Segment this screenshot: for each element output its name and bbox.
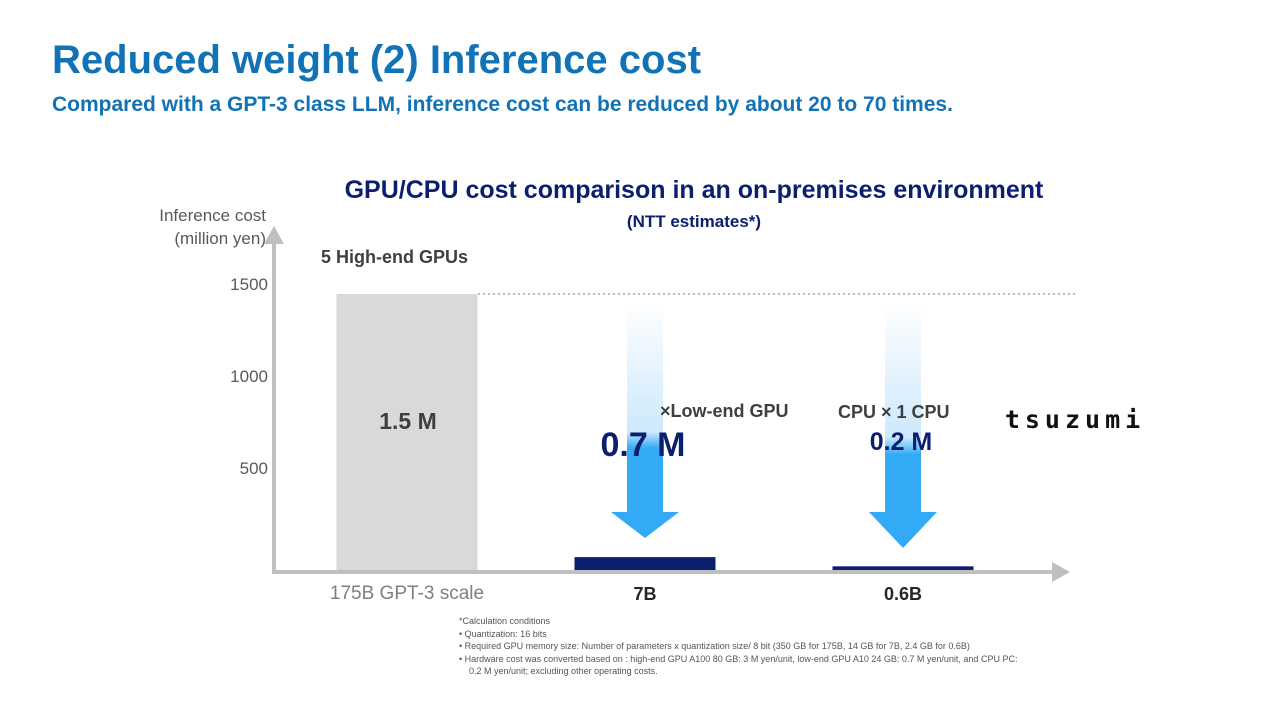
footnotes: *Calculation conditions • Quantization: …: [459, 615, 1159, 678]
slide-title: Reduced weight (2) Inference cost: [52, 38, 702, 82]
y-tick-label: 500: [240, 459, 268, 478]
value-label-1: 1.5 M: [379, 408, 437, 434]
y-tick-label: 1500: [230, 275, 268, 294]
bar-1: [336, 294, 478, 570]
footnote-item: • Required GPU memory size: Number of pa…: [459, 641, 970, 651]
value-label-3: 0.2 M: [870, 428, 933, 456]
reduction-arrow-1: [611, 302, 679, 538]
hardware-label-1: 5 High-end GPUs: [321, 247, 468, 267]
y-axis-arrowhead: [264, 226, 284, 244]
footnote-item-continued: 0.2 M yen/unit; excluding other operatin…: [469, 666, 658, 676]
footnote-heading: *Calculation conditions: [459, 616, 551, 626]
value-label-2: 0.7 M: [600, 426, 685, 464]
hardware-label-2: ×Low-end GPU: [660, 401, 789, 421]
y-axis-label-line-2: (million yen): [174, 229, 266, 248]
category-label-2: 7B: [633, 584, 656, 604]
slide-subtitle: Compared with a GPT-3 class LLM, inferen…: [52, 93, 953, 116]
y-axis-label-line-1: Inference cost: [159, 206, 266, 225]
bar-2: [574, 557, 716, 570]
category-label-3: 0.6B: [884, 584, 922, 604]
bar-3: [832, 566, 974, 570]
footnote-item: • Hardware cost was converted based on :…: [459, 653, 1018, 664]
chart-subtitle: (NTT estimates*): [627, 212, 761, 231]
x-axis-arrowhead: [1052, 562, 1070, 582]
reduction-arrow-2: [869, 302, 937, 548]
y-tick-label: 1000: [230, 367, 268, 386]
footnote-item: • Quantization: 16 bits: [459, 628, 547, 639]
category-label-1: 175B GPT-3 scale: [330, 583, 484, 604]
tsuzumi-logo: tsuzumi: [1005, 405, 1145, 434]
chart-title: GPU/CPU cost comparison in an on-premise…: [345, 176, 1044, 204]
hardware-label-3: CPU × 1 CPU: [838, 402, 950, 422]
